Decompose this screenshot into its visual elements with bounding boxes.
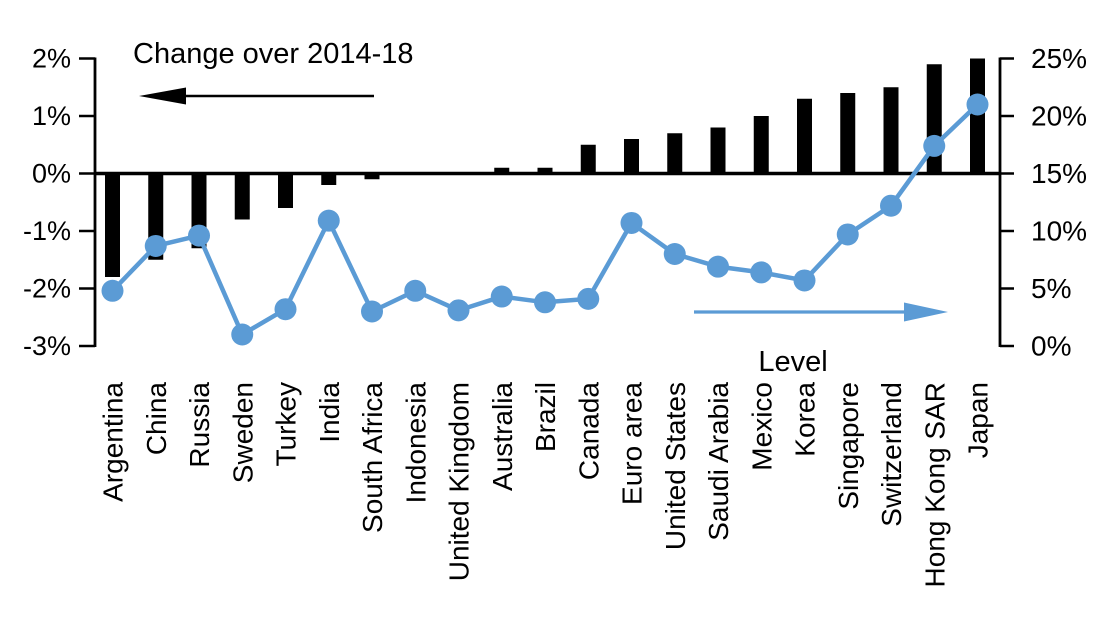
x-axis-label: Euro area: [617, 382, 648, 505]
line-dot: [836, 223, 859, 246]
left-axis-tick-label: -3%: [23, 331, 71, 361]
left-axis-tick-label: -1%: [23, 216, 71, 246]
x-axis-label: Turkey: [271, 382, 302, 467]
bar: [278, 173, 293, 208]
left-axis-tick-label: 0%: [32, 159, 71, 189]
line-dot: [361, 300, 383, 323]
line-dot: [404, 279, 427, 302]
line-dot: [793, 269, 816, 292]
right-axis-tick-label: 15%: [1031, 158, 1087, 189]
bar: [753, 116, 769, 174]
bar: [797, 98, 812, 174]
level-annotation-label: Level: [758, 346, 827, 378]
line-dot: [447, 299, 470, 322]
line-dot: [966, 93, 989, 116]
line-dot: [534, 291, 556, 314]
x-axis-label: Switzerland: [876, 382, 907, 527]
left-axis-tick-label: -2%: [23, 274, 71, 304]
right-arrowhead-icon: [904, 302, 948, 322]
line-dot: [317, 209, 340, 232]
line-dot: [231, 323, 254, 346]
bar: [105, 173, 120, 277]
line-dot: [577, 287, 600, 310]
x-axis-label: Hong Kong SAR: [919, 382, 950, 587]
right-axis-tick-label: 5%: [1031, 273, 1071, 304]
line-dot: [620, 211, 643, 234]
x-axis-label: Argentina: [98, 382, 129, 502]
x-axis-label: Indonesia: [400, 382, 431, 504]
line-dot: [101, 279, 124, 302]
x-axis-label: United Kingdom: [444, 382, 475, 581]
change-annotation-label: Change over 2014-18: [133, 38, 414, 70]
right-axis-tick-label: 10%: [1031, 216, 1087, 247]
right-axis-tick-label: 20%: [1031, 101, 1087, 132]
x-axis-label: India: [314, 382, 345, 443]
bar: [580, 144, 596, 174]
right-axis-tick-label: 0%: [1031, 331, 1071, 362]
line-dot: [750, 261, 773, 284]
x-axis-label: Japan: [963, 382, 994, 458]
x-axis-label: Canada: [573, 382, 604, 481]
bar: [667, 133, 683, 174]
x-axis-label: Russia: [184, 382, 215, 468]
bar: [364, 173, 380, 180]
right-axis-tick-label: 25%: [1031, 43, 1087, 74]
left-arrowhead-icon: [139, 87, 186, 105]
x-axis-label: Singapore: [833, 382, 864, 510]
x-axis-label: China: [141, 382, 172, 456]
x-axis-label: Saudi Arabia: [703, 382, 734, 541]
x-axis-label: Australia: [487, 382, 518, 491]
bar: [970, 58, 985, 174]
line-dot: [663, 243, 686, 265]
line-dot: [880, 194, 902, 217]
line-dot: [188, 224, 210, 247]
line-dot: [144, 234, 167, 257]
bar: [494, 167, 510, 174]
bar: [321, 173, 337, 185]
line-dot: [274, 298, 297, 321]
bar: [883, 87, 899, 174]
bar: [624, 139, 639, 174]
bar: [537, 167, 553, 174]
x-axis-label: South Africa: [357, 382, 388, 533]
x-axis-label: Sweden: [227, 382, 258, 483]
line-dot: [923, 134, 946, 157]
bar: [234, 173, 250, 220]
bar: [926, 64, 942, 174]
x-axis-label: Korea: [790, 382, 821, 457]
bar: [710, 127, 726, 174]
left-axis-tick-label: 1%: [32, 101, 71, 131]
line-dot: [707, 255, 729, 278]
left-axis-tick-label: 2%: [32, 44, 71, 74]
bar: [840, 93, 856, 174]
line-dot: [490, 285, 513, 308]
x-axis-label: United States: [660, 382, 691, 550]
x-axis-label: Brazil: [530, 382, 561, 452]
x-axis-label: Mexico: [746, 382, 777, 471]
